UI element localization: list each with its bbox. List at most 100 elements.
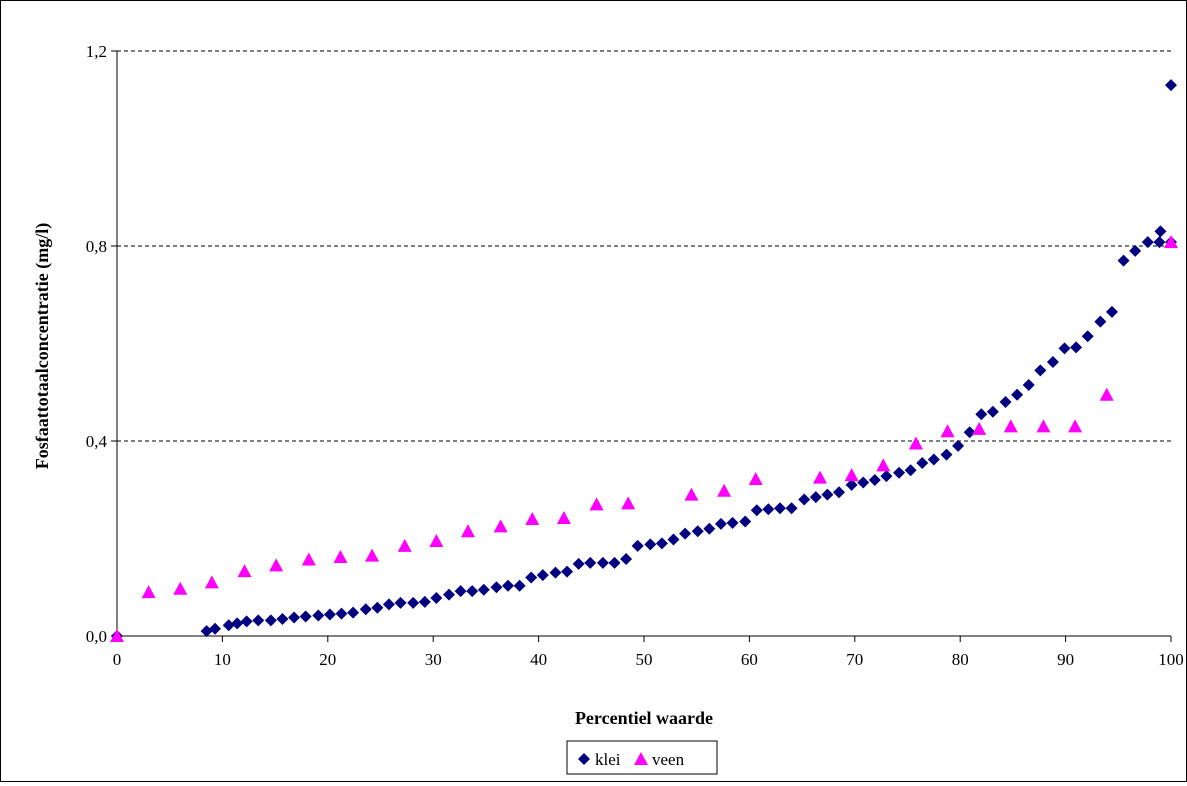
data-point-klei [1081,330,1094,343]
y-tick-label: 0,8 [86,237,107,256]
data-point-veen [269,558,284,572]
data-point-klei [1011,388,1024,401]
data-point-klei [952,439,965,452]
data-point-veen [1099,387,1114,401]
data-point-klei [299,610,312,623]
data-point-klei [209,622,222,635]
data-point-veen [429,533,444,547]
data-point-klei [502,579,515,592]
data-point-klei [620,552,633,565]
data-point-klei [572,557,585,570]
data-point-veen [748,472,763,486]
x-tick-labels: 0 10 20 30 40 50 60 70 80 90 100 [113,650,1184,669]
data-point-klei [584,556,597,569]
y-tick-label: 1,2 [86,42,107,61]
data-point-veen [1068,419,1083,433]
data-point-klei [631,539,644,552]
x-tick-label: 30 [425,650,442,669]
data-point-klei [443,588,456,601]
data-point-veen [876,458,891,472]
data-point-veen [493,519,508,533]
data-point-klei [1046,356,1059,369]
data-point-klei [1153,236,1166,249]
data-point-veen [397,538,412,552]
data-point-veen [110,629,124,642]
y-tick-label: 0,0 [86,627,107,646]
data-point-klei [667,533,680,546]
data-point-klei [644,538,657,551]
legend-klei-label: klei [595,750,621,769]
data-point-veen [1164,235,1178,249]
data-point-klei [549,566,562,579]
data-point-klei [276,612,289,625]
data-point-veen [1003,419,1018,433]
data-point-klei [252,614,265,627]
y-axis-title: Fosfaattotaalconcentratie (mg/l) [32,223,53,469]
data-point-klei [975,408,988,421]
legend: klei veen [566,740,718,775]
data-point-veen [556,511,571,525]
data-point-klei [454,585,467,598]
data-point-klei [703,522,716,535]
data-point-veen [460,524,475,538]
data-point-klei [466,585,479,598]
data-point-veen [237,564,252,578]
data-point-veen [844,468,859,482]
data-point-klei [1034,364,1047,377]
data-point-klei [596,556,609,569]
data-point-klei [1058,342,1071,355]
data-point-klei [986,405,999,418]
data-point-klei [1165,79,1177,92]
data-point-klei [1141,236,1154,249]
data-point-veen [589,497,604,511]
data-point-klei [868,474,881,486]
data-point-klei [1105,305,1118,318]
data-point-veen [717,483,732,497]
x-tick-label: 90 [1057,650,1074,669]
data-point-klei [927,453,940,466]
x-tick-label: 10 [214,650,231,669]
x-tick-label: 40 [530,650,547,669]
data-point-klei [536,569,549,582]
data-point-klei [608,556,621,569]
data-point-klei [430,591,443,604]
data-point-veen [365,548,380,562]
x-tick-label: 80 [952,650,969,669]
data-point-klei [231,617,244,630]
x-axis-title: Percentiel waarde [575,708,713,728]
data-point-klei [359,603,372,616]
data-point-klei [222,619,235,632]
data-point-veen [813,470,828,484]
data-point-veen [684,487,699,501]
data-point-klei [264,614,277,627]
data-point-klei [1070,341,1083,354]
data-point-klei [1154,225,1167,238]
data-point-veen [972,421,987,435]
data-point-veen [141,585,156,599]
data-point-klei [382,598,395,611]
data-point-klei [323,608,336,621]
x-tick-label: 0 [113,650,122,669]
data-point-klei [832,486,845,499]
data-point-veen [333,550,348,564]
axes [111,50,1172,642]
y-tick-labels: 0,0 0,4 0,8 1,2 [86,42,108,646]
data-point-klei [739,515,752,528]
data-point-klei [407,596,420,609]
legend-veen-label: veen [652,750,685,769]
y-tick-label: 0,4 [86,432,108,451]
data-points [110,79,1178,642]
data-point-veen [1036,419,1051,433]
data-point-klei [893,466,906,479]
data-point-klei [762,503,775,516]
data-point-klei [1022,378,1035,391]
legend-veen-marker [634,752,648,765]
x-tick-label: 50 [636,650,653,669]
data-point-klei [726,516,739,529]
data-point-klei [798,493,811,506]
data-point-klei [477,583,490,596]
data-point-klei [679,527,692,540]
data-point-klei [691,525,704,538]
